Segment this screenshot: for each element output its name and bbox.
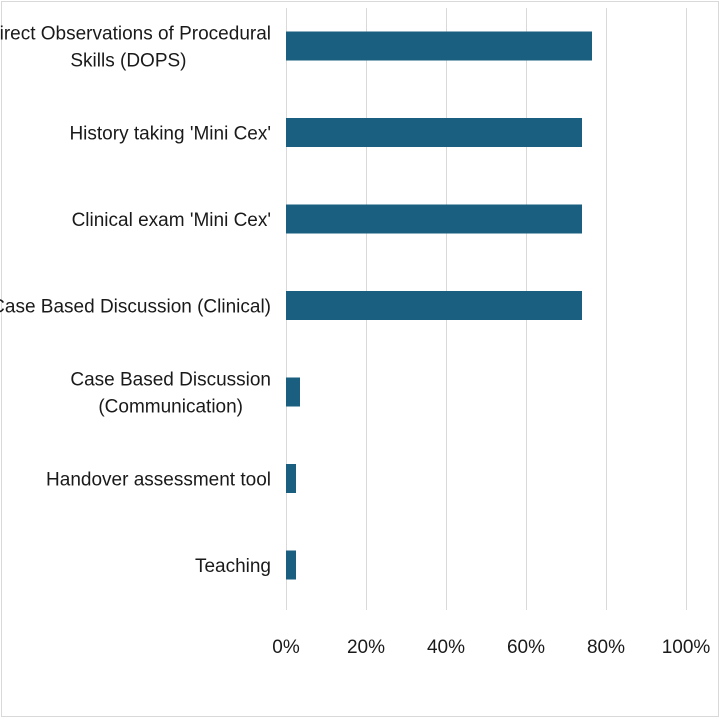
bar-5 [286, 464, 296, 493]
category-label: Direct Observations of Procedural Skills … [0, 24, 271, 72]
bar-6 [286, 550, 296, 580]
x-tick-labels: 0% 20% 40% 60% 80% 100% [272, 637, 710, 658]
bar-0 [286, 31, 592, 61]
category-labels: Direct Observations of Procedural Skills … [0, 24, 271, 578]
x-tick-label: 80% [587, 637, 625, 658]
x-tick-label: 20% [347, 637, 385, 658]
gridlines [286, 8, 687, 610]
x-tick-label: 0% [272, 637, 300, 658]
bar-2 [286, 204, 582, 234]
bar-1 [286, 118, 582, 147]
bar-4 [286, 377, 300, 407]
category-label: Handover assessment tool [46, 470, 271, 491]
category-label: History taking 'Mini Cex' [69, 124, 271, 145]
x-tick-label: 100% [662, 637, 711, 658]
bars [286, 31, 592, 580]
category-label: Clinical exam 'Mini Cex' [72, 210, 271, 231]
category-label: Teaching [195, 556, 271, 577]
x-tick-label: 60% [507, 637, 545, 658]
category-label: Case Based Discussion (Clinical) [0, 297, 271, 318]
x-tick-label: 40% [427, 637, 465, 658]
bar-3 [286, 291, 582, 320]
category-label: Case Based Discussion (Communication) [70, 370, 271, 418]
